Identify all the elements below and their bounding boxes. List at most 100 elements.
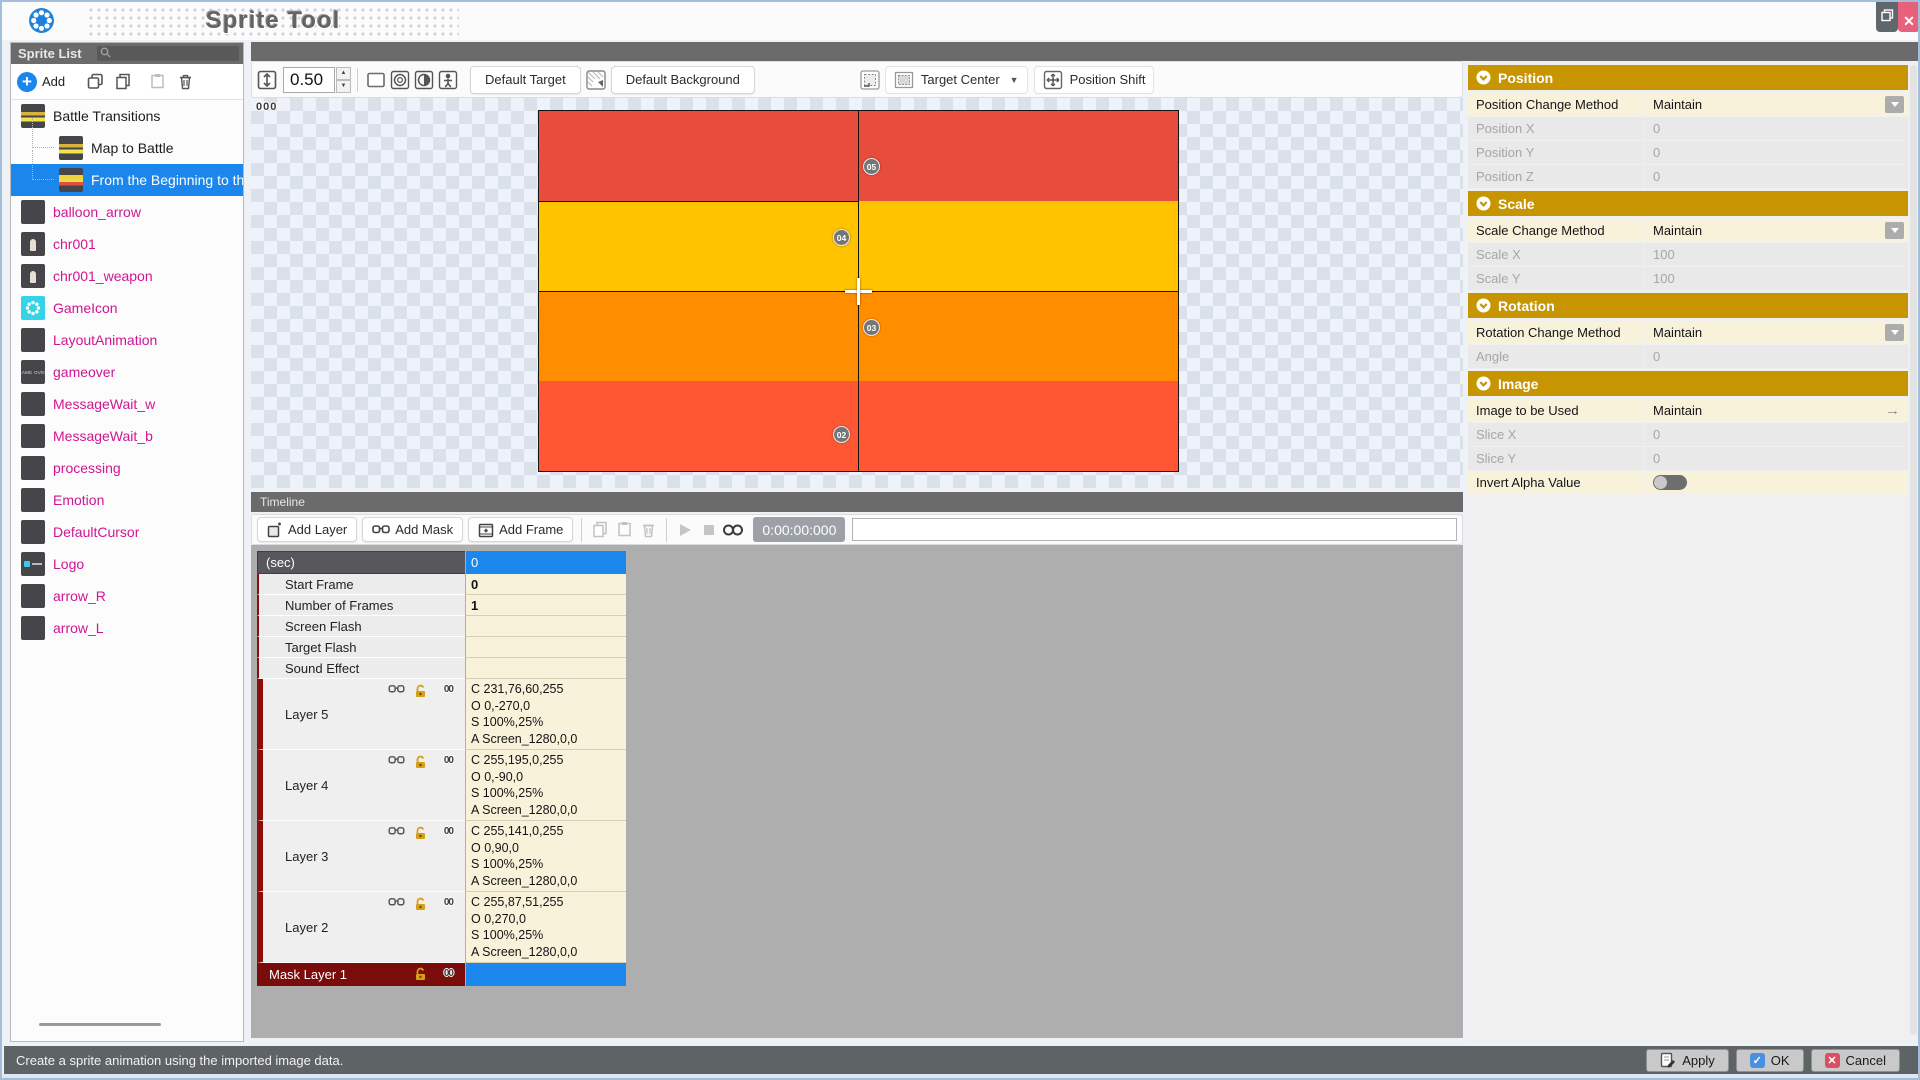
spinner-up-icon[interactable]: ▲ xyxy=(336,66,351,80)
default-target-button[interactable]: Default Target xyxy=(470,65,581,94)
property-value[interactable]: Maintain xyxy=(1645,321,1908,344)
onion-skin-icon[interactable]: 00 xyxy=(443,968,454,979)
mask-frame-cell[interactable] xyxy=(466,963,626,986)
frame-prop-cell[interactable] xyxy=(466,658,626,679)
zoom-value-input[interactable]: 0.50 xyxy=(283,66,335,93)
lock-icon[interactable] xyxy=(414,967,427,981)
sprite-item-processing[interactable]: processing xyxy=(11,452,243,484)
property-value[interactable]: Maintain xyxy=(1645,219,1908,242)
onion-skin-icon[interactable]: 00 xyxy=(443,755,454,766)
sprite-item-map-to-battle[interactable]: Map to Battle xyxy=(11,118,243,164)
ok-button[interactable]: ✓ OK xyxy=(1735,1048,1804,1072)
layer-frame-cell[interactable]: C 231,76,60,255 O 0,-270,0 S 100%,25% A Scr… xyxy=(466,679,626,750)
layer-name-cell[interactable]: Layer 2 00 xyxy=(257,892,465,963)
frame-prop-cell[interactable]: 1 xyxy=(466,595,626,616)
spinner-down-icon[interactable]: ▼ xyxy=(336,79,351,93)
frame-outline-icon[interactable] xyxy=(364,68,388,92)
dropdown-icon[interactable] xyxy=(1885,222,1904,239)
invert-alpha-toggle[interactable] xyxy=(1653,475,1687,490)
cancel-button[interactable]: ✕ Cancel xyxy=(1810,1048,1900,1072)
dropdown-icon[interactable] xyxy=(1885,96,1904,113)
visibility-icon[interactable] xyxy=(388,897,405,907)
lock-icon[interactable] xyxy=(414,826,427,840)
close-window-button[interactable]: ✕ xyxy=(1898,2,1918,32)
sprite-item-layoutanimation[interactable]: LayoutAnimation xyxy=(11,324,243,356)
chevron-down-icon[interactable]: ▼ xyxy=(1009,74,1019,85)
stop-icon[interactable] xyxy=(697,518,721,542)
restore-window-button[interactable] xyxy=(1876,2,1898,32)
arrow-right-icon[interactable]: → xyxy=(1885,402,1900,419)
property-value[interactable]: Maintain xyxy=(1645,93,1908,116)
section-header-image[interactable]: Image xyxy=(1468,371,1908,396)
vertical-scrollbar[interactable] xyxy=(1910,65,1917,1035)
seconds-cell[interactable]: 0 xyxy=(466,551,626,574)
add-layer-button[interactable]: Add Layer xyxy=(257,517,358,542)
sprite-item-from-the-beginning[interactable]: From the Beginning to th xyxy=(11,150,243,196)
lock-icon[interactable] xyxy=(414,684,427,698)
sprite-item-messagewait-b[interactable]: MessageWait_b xyxy=(11,420,243,452)
paste-icon[interactable] xyxy=(147,72,167,92)
lock-icon[interactable] xyxy=(414,897,427,911)
property-value[interactable]: Maintain → xyxy=(1645,399,1908,422)
background-frame-icon[interactable] xyxy=(858,68,882,92)
add-frame-button[interactable]: Add Frame xyxy=(468,517,574,542)
sprite-item-chr001[interactable]: chr001 xyxy=(11,228,243,260)
sprite-item-defaultcursor[interactable]: DefaultCursor xyxy=(11,516,243,548)
horizontal-scrollbar[interactable] xyxy=(39,1023,161,1026)
sprite-item-gameicon[interactable]: GameIcon xyxy=(11,292,243,324)
add-mask-button[interactable]: Add Mask xyxy=(362,517,464,542)
copy-icon[interactable] xyxy=(113,72,133,92)
visibility-icon[interactable] xyxy=(388,826,405,836)
section-header-scale[interactable]: Scale xyxy=(1468,191,1908,216)
layer-frame-cell[interactable]: C 255,195,0,255 O 0,-90,0 S 100%,25% A Scre… xyxy=(466,750,626,821)
dropdown-icon[interactable] xyxy=(1885,324,1904,341)
timeline-ruler[interactable] xyxy=(852,518,1457,541)
default-background-button[interactable]: Default Background xyxy=(610,65,755,94)
loop-icon[interactable] xyxy=(721,518,745,542)
copy-frame-icon[interactable] xyxy=(588,518,612,542)
visibility-icon[interactable] xyxy=(388,684,405,694)
character-view-icon[interactable] xyxy=(436,68,460,92)
sprite-item-chr001-weapon[interactable]: chr001_weapon xyxy=(11,260,243,292)
duplicate-icon[interactable] xyxy=(85,72,105,92)
target-image-icon[interactable] xyxy=(584,68,608,92)
onion-skin-icon[interactable]: 00 xyxy=(443,897,454,908)
zoom-fit-icon[interactable] xyxy=(255,68,279,92)
lock-icon[interactable] xyxy=(414,755,427,769)
layer-name-cell[interactable]: Layer 3 00 xyxy=(257,821,465,892)
delete-icon[interactable] xyxy=(175,72,195,92)
sprite-search-input[interactable] xyxy=(97,46,239,61)
preview-canvas[interactable]: 000 05 04 03 02 xyxy=(251,98,1463,488)
target-center-control[interactable]: Target Center ▼ xyxy=(884,65,1028,94)
delete-frame-icon[interactable] xyxy=(636,518,660,542)
section-header-position[interactable]: Position xyxy=(1468,65,1908,90)
sprite-item-arrow-r[interactable]: arrow_R xyxy=(11,580,243,612)
apply-button[interactable]: Apply xyxy=(1646,1048,1729,1072)
paste-frame-icon[interactable] xyxy=(612,518,636,542)
frame-prop-cell[interactable] xyxy=(466,616,626,637)
onion-skin-icon[interactable]: 00 xyxy=(443,684,454,695)
sprite-item-logo[interactable]: Logo xyxy=(11,548,243,580)
layer-name-cell[interactable]: Layer 5 00 xyxy=(257,679,465,750)
sprite-item-balloon-arrow[interactable]: balloon_arrow xyxy=(11,196,243,228)
sprite-item-messagewait-w[interactable]: MessageWait_w xyxy=(11,388,243,420)
sprite-item-gameover[interactable]: GAME OVER gameover xyxy=(11,356,243,388)
sprite-item-arrow-l[interactable]: arrow_L xyxy=(11,612,243,644)
layer-frame-cell[interactable]: C 255,87,51,255 O 0,270,0 S 100%,25% A Scre… xyxy=(466,892,626,963)
opacity-view-icon[interactable] xyxy=(412,68,436,92)
mask-layer-name-cell[interactable]: Mask Layer 1 00 xyxy=(257,963,465,986)
section-header-rotation[interactable]: Rotation xyxy=(1468,293,1908,318)
onion-skin-icon[interactable]: 00 xyxy=(443,826,454,837)
frame-prop-cell[interactable]: 0 xyxy=(466,574,626,595)
frame-prop-cell[interactable] xyxy=(466,637,626,658)
visibility-icon[interactable] xyxy=(388,755,405,765)
play-icon[interactable] xyxy=(673,518,697,542)
sprite-item-emotion[interactable]: Emotion xyxy=(11,484,243,516)
layer-name-cell[interactable]: Layer 4 00 xyxy=(257,750,465,821)
add-sprite-button[interactable]: Add xyxy=(42,74,66,89)
sprite-preview-image[interactable]: 05 04 03 02 xyxy=(538,110,1179,472)
transparency-view-icon[interactable] xyxy=(388,68,412,92)
sprite-item-battle-transitions[interactable]: Battle Transitions xyxy=(11,100,243,132)
position-shift-button[interactable]: Position Shift xyxy=(1033,65,1155,94)
layer-frame-cell[interactable]: C 255,141,0,255 O 0,90,0 S 100%,25% A Scree… xyxy=(466,821,626,892)
